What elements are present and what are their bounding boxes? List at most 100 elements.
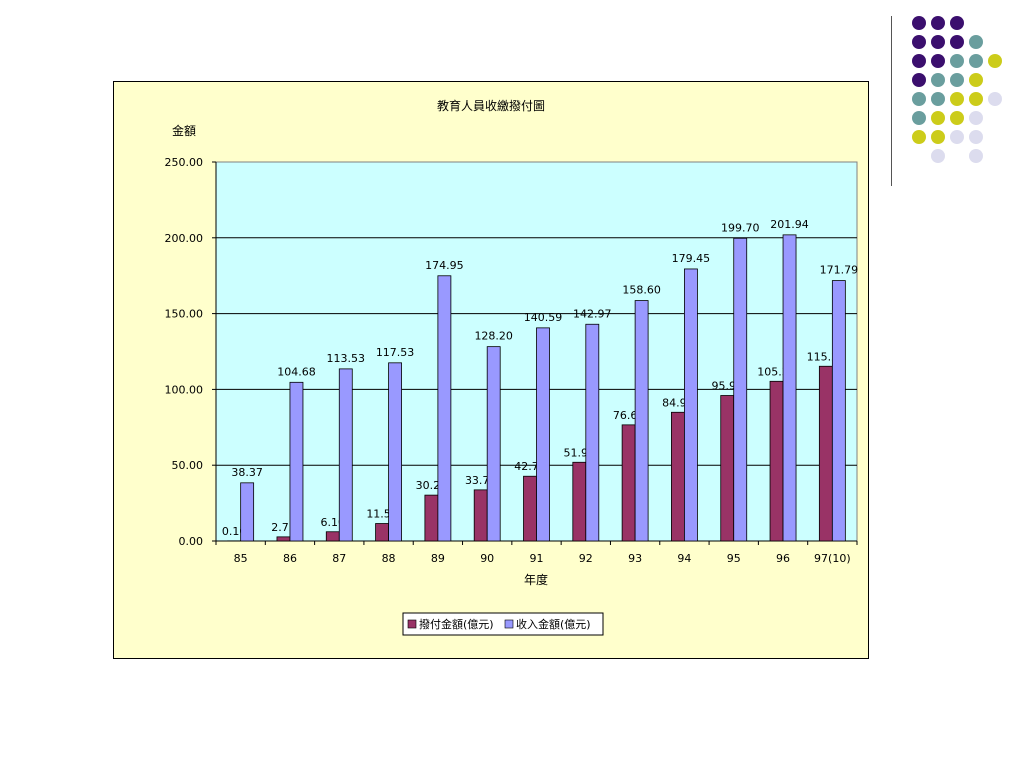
data-label-series-2: 140.59: [524, 311, 563, 324]
legend: 撥付金額(億元) 收入金額(億元): [402, 612, 604, 636]
y-tick-label: 50.00: [172, 459, 204, 472]
data-label-series-2: 117.53: [376, 346, 415, 359]
bar-series-2: [486, 346, 501, 542]
bar-series-2: [733, 237, 748, 542]
decorative-dot: [931, 16, 945, 30]
bar-series-1: [671, 411, 685, 542]
data-label-series-2: 142.97: [573, 307, 612, 320]
x-tick-label: 87: [332, 552, 346, 565]
data-label-series-2: 201.94: [770, 218, 809, 231]
legend-swatch-series-1: [407, 619, 417, 629]
bar-series-1: [621, 424, 636, 542]
x-tick-label: 91: [530, 552, 544, 565]
x-tick-label: 97(10): [814, 552, 851, 565]
decorative-dot: [931, 35, 945, 49]
decorative-dot: [950, 73, 964, 87]
x-tick-label: 96: [776, 552, 790, 565]
legend-label-series-2: 收入金額(億元): [516, 617, 591, 631]
bar-series-1: [523, 475, 537, 542]
decorative-dot: [988, 92, 1002, 106]
x-tick-label: 94: [677, 552, 691, 565]
chart-title: 教育人員收繳撥付圖: [437, 98, 545, 113]
bar-series-2: [388, 362, 402, 542]
bar-series-1: [325, 531, 340, 542]
decorative-dot: [931, 73, 945, 87]
bar-series-1: [769, 380, 784, 542]
y-tick-label: 150.00: [165, 308, 204, 321]
legend-box: [402, 612, 604, 636]
decorative-dot: [969, 54, 983, 68]
decorative-dot: [950, 16, 964, 30]
x-tick-label: 86: [283, 552, 297, 565]
x-tick-label: 93: [628, 552, 642, 565]
data-label-series-2: 174.95: [425, 259, 464, 272]
x-tick-label: 92: [579, 552, 593, 565]
y-tick-label: 250.00: [165, 156, 204, 169]
decorative-dot: [950, 130, 964, 144]
bar-series-1: [572, 461, 587, 542]
decorative-dot: [950, 111, 964, 125]
decorative-dot: [950, 54, 964, 68]
bar-series-1: [375, 523, 389, 542]
decorative-dot: [969, 73, 983, 87]
decorative-dot: [912, 54, 926, 68]
decorative-dot: [969, 130, 983, 144]
y-axis-label: 金額: [172, 123, 196, 138]
y-tick-label: 100.00: [165, 383, 204, 396]
bar-series-1: [818, 365, 833, 542]
bar-series-1: [473, 489, 488, 542]
data-label-series-2: 199.70: [721, 221, 760, 234]
y-tick-label: 0.00: [179, 535, 204, 548]
data-label-series-2: 171.79: [820, 264, 859, 277]
decorative-dot: [969, 35, 983, 49]
x-tick-label: 89: [431, 552, 445, 565]
bar-series-2: [240, 482, 255, 542]
data-label-series-2: 38.37: [231, 466, 263, 479]
y-tick-label: 200.00: [165, 232, 204, 245]
x-tick-label: 90: [480, 552, 494, 565]
bar-series-1: [424, 494, 439, 542]
x-tick-label: 85: [234, 552, 248, 565]
bar-series-2: [831, 280, 846, 542]
decorative-dot: [912, 111, 926, 125]
decorative-dot: [931, 149, 945, 163]
decorative-dot: [931, 111, 945, 125]
bar-series-2: [585, 323, 600, 542]
decorative-dot: [969, 92, 983, 106]
decorative-dot: [969, 111, 983, 125]
decorative-dot: [950, 92, 964, 106]
decorative-dot: [969, 149, 983, 163]
legend-label-series-1: 撥付金額(億元): [419, 617, 494, 631]
bar-series-2: [536, 327, 550, 542]
legend-swatch-series-2: [504, 619, 514, 629]
decorative-dot: [988, 54, 1002, 68]
decorative-dot: [912, 92, 926, 106]
x-axis-label: 年度: [524, 572, 548, 587]
data-label-series-2: 179.45: [672, 252, 711, 265]
data-label-series-2: 158.60: [622, 284, 661, 297]
decorative-dot: [931, 92, 945, 106]
x-tick-label: 95: [727, 552, 741, 565]
decorative-dot: [931, 130, 945, 144]
data-label-series-2: 128.20: [474, 330, 513, 343]
data-label-series-2: 113.53: [327, 352, 366, 365]
bar-series-1: [720, 395, 735, 542]
bar-series-1: [276, 536, 291, 542]
bar-series-2: [684, 268, 698, 542]
decorative-dot: [912, 16, 926, 30]
decorative-dot: [931, 54, 945, 68]
decorative-dot: [912, 35, 926, 49]
x-tick-label: 88: [382, 552, 396, 565]
data-label-series-2: 104.68: [277, 365, 316, 378]
decorative-dot: [912, 73, 926, 87]
decorative-dot: [950, 35, 964, 49]
bar-series-2: [634, 300, 649, 542]
bar-series-2: [782, 234, 797, 542]
bar-series-2: [338, 368, 353, 542]
bar-series-2: [289, 381, 304, 542]
decorative-dot: [912, 130, 926, 144]
decorative-divider-line: [891, 16, 892, 186]
